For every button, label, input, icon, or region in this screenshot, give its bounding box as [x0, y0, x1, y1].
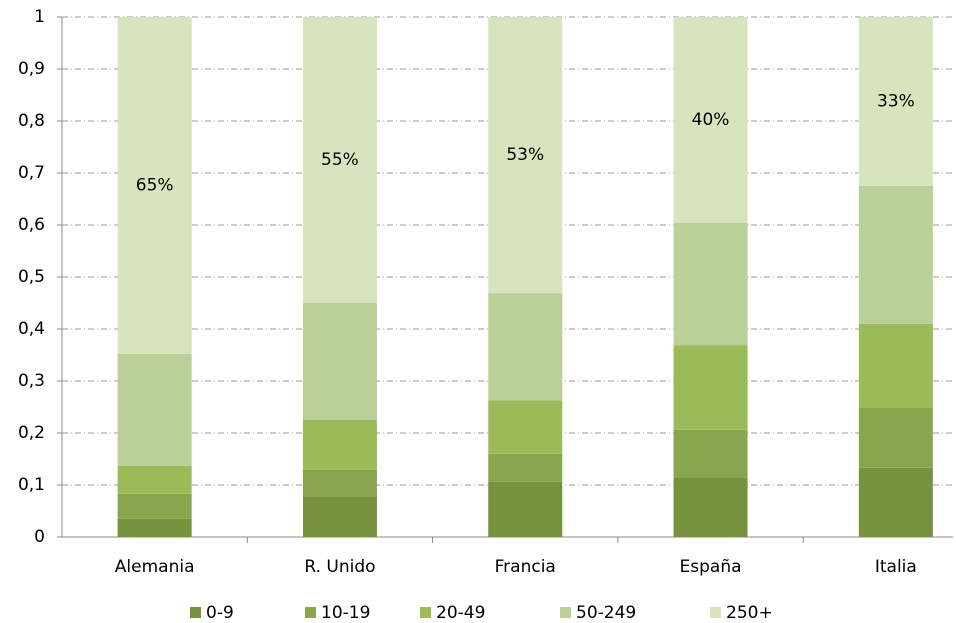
bar-segment: [117, 493, 192, 519]
bar-segment: [117, 353, 192, 466]
y-tick-label: 0,3: [18, 371, 45, 391]
legend-label: 50-249: [576, 603, 636, 623]
bar-segment: [488, 400, 563, 454]
legend-label: 250+: [726, 603, 773, 623]
bar-segment: [302, 469, 377, 497]
bar-segment: [117, 465, 192, 494]
legend-swatch: [560, 607, 571, 618]
y-tick-label: 1: [34, 7, 45, 27]
bar-segment: [673, 222, 748, 346]
legend-label: 10-19: [321, 603, 370, 623]
y-tick-label: 0,1: [18, 475, 45, 495]
y-tick-label: 0,4: [18, 319, 45, 339]
y-tick-label: 0,9: [18, 59, 45, 79]
x-tick-label: R. Unido: [304, 557, 375, 577]
bar-segment: [673, 429, 748, 478]
x-tick-label: Francia: [495, 557, 556, 577]
y-tick-label: 0,2: [18, 423, 45, 443]
x-tick-label: España: [680, 557, 742, 577]
bar-segment: [858, 323, 933, 409]
y-tick-label: 0,7: [18, 163, 45, 183]
bar-segment: [673, 17, 748, 223]
legend-swatch: [305, 607, 316, 618]
bar-segment: [858, 467, 933, 537]
x-tick-label: Alemania: [115, 557, 195, 577]
data-label: 53%: [506, 145, 544, 165]
bar-segment: [858, 186, 933, 324]
legend-label: 20-49: [436, 603, 485, 623]
data-label: 33%: [877, 92, 915, 112]
bar-segment: [673, 345, 748, 430]
legend-swatch: [710, 607, 721, 618]
data-label: 65%: [136, 175, 174, 195]
bar-segment: [302, 17, 377, 303]
data-label: 40%: [692, 110, 730, 130]
y-tick-label: 0,8: [18, 111, 45, 131]
bar-segment: [117, 17, 192, 354]
bar-segment: [302, 420, 377, 470]
bar-segment: [302, 303, 377, 420]
bar-segment: [858, 17, 933, 186]
bar-segment: [488, 17, 563, 294]
x-tick-label: Italia: [875, 557, 917, 577]
y-tick-label: 0,5: [18, 267, 45, 287]
legend-swatch: [420, 607, 431, 618]
y-tick-label: 0,6: [18, 215, 45, 235]
bar-segment: [488, 293, 563, 401]
bar-segment: [673, 477, 748, 537]
legend-label: 0-9: [206, 603, 234, 623]
bar-segment: [858, 408, 933, 468]
bar-segment: [488, 453, 563, 482]
y-tick-label: 0: [34, 527, 45, 547]
legend-swatch: [190, 607, 201, 618]
data-label: 55%: [321, 150, 359, 170]
bar-segment: [488, 481, 563, 537]
bar-segment: [117, 518, 192, 537]
bar-segment: [302, 496, 377, 537]
